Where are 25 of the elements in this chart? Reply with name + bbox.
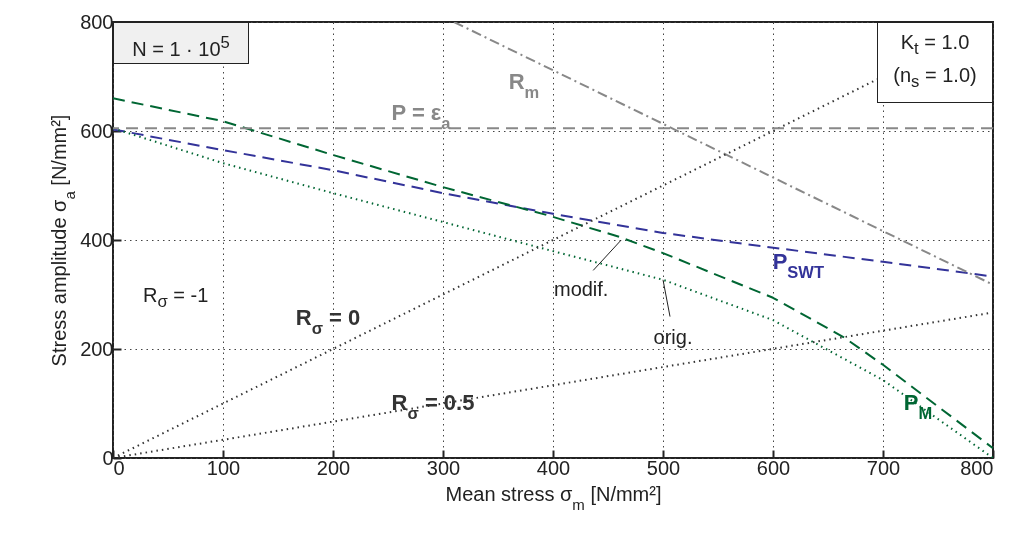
series-label: R$_{σ}$ = 0.5 bbox=[391, 390, 475, 422]
x-tick-label: 300 bbox=[426, 456, 461, 479]
annotation: K$_{t}$ = 1.0 bbox=[900, 31, 970, 58]
x-tick-label: 700 bbox=[866, 456, 901, 479]
y-tick-label: 400 bbox=[80, 228, 114, 251]
x-axis-title: Mean stress σ$_{m}$ [N/mm²] bbox=[445, 482, 662, 512]
annotation: (n$_{s}$ = 1.0) bbox=[893, 64, 977, 91]
annotation: modif. bbox=[553, 278, 609, 300]
series-label: P$_{SWT}$ bbox=[772, 248, 824, 281]
x-tick-label: 200 bbox=[316, 456, 351, 479]
annotation: orig. bbox=[653, 325, 693, 348]
x-tick-label: 500 bbox=[646, 456, 681, 479]
y-tick-label: 600 bbox=[80, 119, 114, 142]
annotation: N = 1 · 10$^{5}$ bbox=[113, 22, 249, 64]
annotation: R$_{σ}$ = -1 bbox=[143, 283, 209, 312]
x-tick-label: 600 bbox=[756, 456, 791, 479]
series-label: R$_{m}$ bbox=[508, 69, 540, 101]
x-tick-label: 400 bbox=[536, 456, 571, 479]
ref-line-label: P = ε$_{a}$ bbox=[391, 100, 452, 133]
series-label: R$_{σ}$ = 0 bbox=[295, 305, 361, 337]
series-label: P$_{M}$ bbox=[903, 389, 933, 422]
y-tick-label: 800 bbox=[80, 10, 114, 33]
x-tick-label: 800 bbox=[960, 456, 994, 479]
x-tick-label: 100 bbox=[206, 456, 241, 479]
y-tick-label: 200 bbox=[80, 337, 114, 360]
